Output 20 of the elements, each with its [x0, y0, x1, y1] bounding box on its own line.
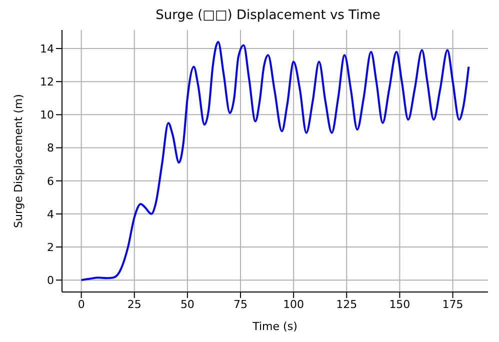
y-tick-label: 8 [47, 142, 54, 155]
y-tick-label: 12 [40, 76, 54, 89]
y-tick-label: 0 [47, 274, 54, 287]
x-tick-label: 175 [442, 298, 464, 311]
x-tick-label: 75 [234, 298, 248, 311]
y-tick-label: 4 [47, 208, 54, 221]
x-tick-label: 25 [127, 298, 142, 311]
x-tick-label: 0 [78, 298, 85, 311]
line-series [80, 40, 470, 282]
x-tick-label: 150 [389, 298, 410, 311]
x-tick-label: 50 [180, 298, 194, 311]
y-tick-label: 10 [40, 108, 54, 122]
y-axis-title: Surge Displacement (m) [12, 94, 25, 228]
x-tick-label: 100 [283, 298, 304, 311]
x-tick-label: 125 [336, 298, 358, 311]
y-tick-label: 6 [47, 174, 54, 188]
x-axis-title: Time (s) [252, 320, 298, 333]
y-tick-label: 2 [47, 240, 54, 254]
chart-title: Surge (□□) Displacement vs Time [154, 8, 382, 23]
y-tick-label: 14 [40, 42, 54, 56]
